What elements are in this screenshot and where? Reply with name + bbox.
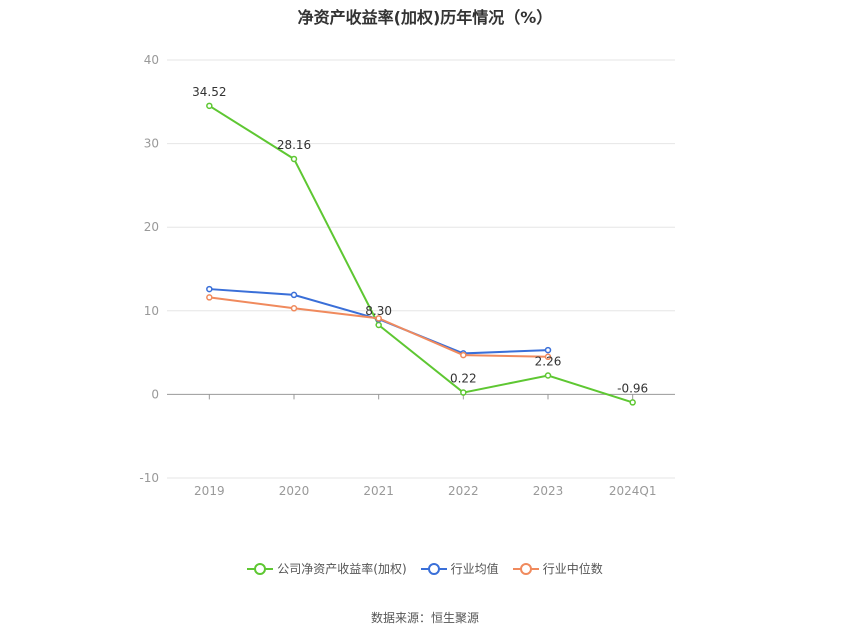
legend-item[interactable]: 公司净资产收益率(加权) xyxy=(247,560,407,577)
y-tick-label: -10 xyxy=(139,471,159,485)
x-tick-label: 2020 xyxy=(279,484,310,498)
chart-title: 净资产收益率(加权)历年情况（%） xyxy=(297,8,553,27)
data-point xyxy=(290,291,298,299)
data-point xyxy=(375,321,382,329)
y-tick-label: 10 xyxy=(144,304,159,318)
legend-item[interactable]: 行业均值 xyxy=(420,560,499,577)
legend-label: 行业中位数 xyxy=(542,562,603,576)
data-label: 2.26 xyxy=(535,355,562,369)
data-point xyxy=(460,351,467,359)
data-point xyxy=(544,372,552,379)
x-tick-label: 2023 xyxy=(533,484,564,498)
data-point xyxy=(460,389,467,396)
data-point xyxy=(206,294,213,301)
legend-marker-icon xyxy=(420,562,447,575)
data-point xyxy=(544,353,552,361)
data-point xyxy=(290,305,298,312)
x-tick-label: 2022 xyxy=(448,484,479,498)
legend: 公司净资产收益率(加权) 行业均值 行业中位数 xyxy=(0,560,850,577)
data-point xyxy=(544,346,552,354)
data-label: -0.96 xyxy=(617,381,648,395)
series-line xyxy=(208,104,633,404)
y-tick-label: 40 xyxy=(144,53,159,67)
data-point xyxy=(375,315,382,322)
x-tick-label: 2024Q1 xyxy=(609,484,657,498)
data-point xyxy=(206,285,213,293)
y-tick-label: 30 xyxy=(144,137,159,151)
x-tick-label: 2021 xyxy=(363,484,394,498)
x-tick-label: 2019 xyxy=(194,484,225,498)
data-label: 0.22 xyxy=(450,372,477,386)
data-point xyxy=(629,399,636,406)
data-point xyxy=(290,155,298,163)
legend-item[interactable]: 行业中位数 xyxy=(512,560,603,577)
legend-marker-icon xyxy=(247,562,274,575)
y-tick-label: 20 xyxy=(144,220,159,234)
data-point xyxy=(206,102,213,110)
legend-label: 公司净资产收益率(加权) xyxy=(277,562,407,576)
data-label: 34.52 xyxy=(192,85,226,99)
data-source: 数据来源：恒生聚源 xyxy=(370,611,479,625)
legend-marker-icon xyxy=(512,562,539,575)
legend-label: 行业均值 xyxy=(450,562,499,576)
y-tick-label: 0 xyxy=(151,387,159,401)
data-label: 28.16 xyxy=(277,138,311,152)
data-label: 8.30 xyxy=(365,304,392,318)
